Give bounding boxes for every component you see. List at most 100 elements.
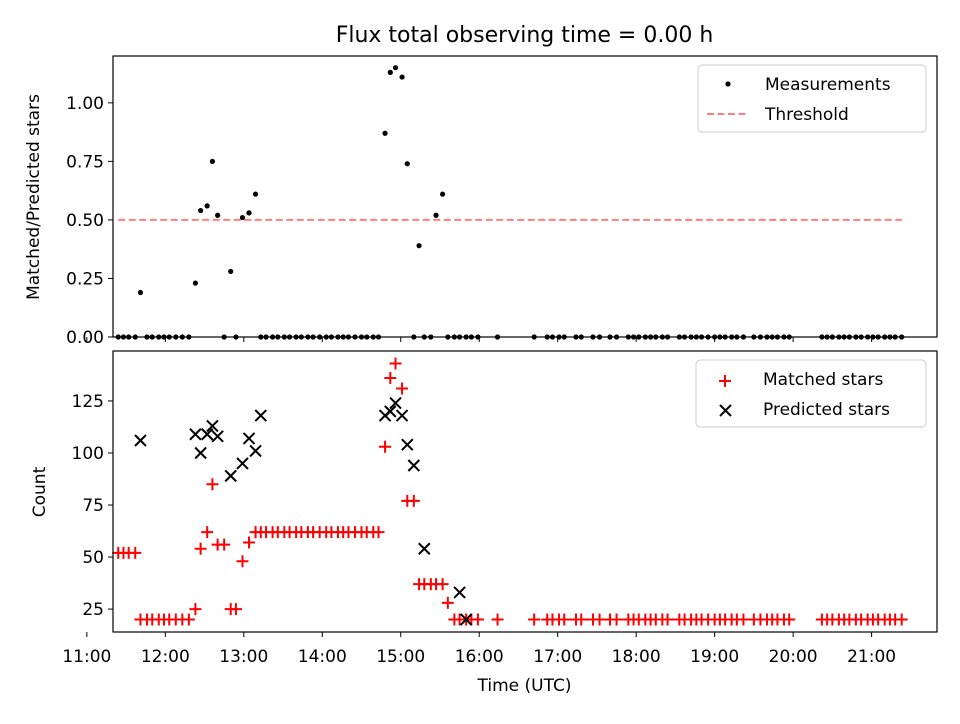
measurement-point bbox=[198, 207, 204, 214]
bottom-x-tick-label: 20:00 bbox=[769, 647, 818, 667]
predicted-star-marker bbox=[453, 586, 466, 599]
matched-star-marker bbox=[379, 440, 392, 453]
matched-star-marker bbox=[229, 603, 242, 616]
matched-star-marker bbox=[384, 372, 397, 385]
legend-threshold: Threshold bbox=[764, 105, 849, 125]
measurement-point bbox=[209, 158, 216, 164]
predicted-star-marker bbox=[134, 434, 147, 447]
measurement-point bbox=[239, 214, 246, 221]
matched-star-marker bbox=[182, 613, 195, 626]
predicted-star-marker bbox=[395, 409, 409, 422]
top-y-tick-label: 0.00 bbox=[66, 328, 104, 348]
predicted-star-marker bbox=[249, 444, 262, 458]
predicted-legend-marker bbox=[719, 404, 732, 417]
matched-star-marker bbox=[396, 382, 409, 395]
predicted-star-marker bbox=[242, 432, 256, 445]
bottom-y-tick-label: 100 bbox=[72, 444, 104, 464]
bottom-x-ticks: 11:00 12:00 13:00 14:00 15:00 16:00 17:00 18:00… bbox=[62, 632, 896, 667]
bottom-legend: Matched stars Predicted stars bbox=[695, 359, 927, 428]
measurement-point bbox=[252, 191, 259, 197]
matched-star-marker bbox=[471, 613, 484, 626]
bottom-legend-box bbox=[695, 359, 927, 428]
predicted-star-marker bbox=[224, 469, 237, 483]
predicted-star-marker bbox=[418, 542, 431, 555]
measurement-point bbox=[416, 243, 422, 249]
top-y-tick-label: 0.75 bbox=[66, 152, 104, 172]
matched-star-marker bbox=[129, 546, 142, 559]
measurement-point bbox=[382, 130, 388, 136]
bottom-x-tick-label: 21:00 bbox=[847, 647, 896, 667]
predicted-star-marker bbox=[384, 405, 397, 418]
bottom-y-ticks: 25 50 75 100 125 bbox=[72, 392, 113, 620]
predicted-star-marker bbox=[389, 396, 402, 410]
predicted-star-marker bbox=[200, 428, 214, 441]
matched-star-marker bbox=[436, 578, 449, 591]
measurement-point bbox=[228, 268, 234, 275]
x-axis-label: Time (UTC) bbox=[477, 676, 572, 696]
measurements-legend-marker bbox=[725, 81, 731, 87]
bottom-y-axis-label: Count bbox=[30, 466, 50, 517]
measurement-point bbox=[392, 65, 399, 71]
matched-star-marker bbox=[243, 536, 256, 549]
top-panel: 0.00 0.25 0.50 0.75 1.00 Matched/Predicted s… bbox=[24, 55, 938, 348]
bottom-panel: 25 50 75 100 125 11:00 12:00 13:00 14:00 15:00 16… bbox=[30, 350, 938, 696]
top-y-tick-label: 1.00 bbox=[66, 94, 104, 114]
matched-star-marker bbox=[218, 538, 231, 551]
bottom-y-tick-label: 125 bbox=[72, 392, 104, 412]
matched-star-marker bbox=[194, 542, 207, 555]
matched-star-marker bbox=[661, 613, 674, 626]
predicted-star-marker bbox=[401, 438, 414, 451]
matched-star-marker bbox=[783, 613, 796, 626]
matched-star-marker bbox=[558, 613, 571, 626]
top-y-tick-label: 0.50 bbox=[66, 211, 104, 231]
bottom-y-tick-label: 25 bbox=[82, 600, 104, 620]
bottom-x-tick-label: 13:00 bbox=[219, 647, 268, 667]
matched-star-marker bbox=[389, 357, 402, 370]
matched-star-marker bbox=[236, 555, 249, 568]
matched-star-marker bbox=[737, 613, 750, 626]
predicted-star-marker bbox=[189, 428, 202, 441]
matched-star-marker bbox=[528, 613, 541, 626]
matched-star-marker bbox=[610, 613, 623, 626]
legend-measurements: Measurements bbox=[765, 75, 891, 95]
bottom-x-tick-label: 12:00 bbox=[141, 647, 190, 667]
measurement-point bbox=[192, 280, 198, 286]
matched-star-marker bbox=[491, 613, 504, 626]
bottom-axes-frame bbox=[112, 350, 938, 633]
matched-star-marker bbox=[593, 613, 606, 626]
top-legend: Measurements Threshold bbox=[697, 64, 927, 133]
bottom-panel-marks bbox=[112, 357, 908, 626]
measurement-point bbox=[387, 69, 393, 75]
top-y-axis-label: Matched/Predicted stars bbox=[24, 94, 44, 300]
top-y-ticks: 0.00 0.25 0.50 0.75 1.00 bbox=[66, 94, 113, 348]
bottom-y-tick-label: 75 bbox=[82, 496, 104, 516]
predicted-star-marker bbox=[194, 446, 207, 460]
measurement-point bbox=[433, 212, 439, 218]
measurement-point bbox=[204, 203, 210, 209]
predicted-star-marker bbox=[206, 419, 219, 433]
matched-star-marker bbox=[407, 494, 420, 507]
bottom-x-tick-label: 18:00 bbox=[612, 647, 661, 667]
bottom-x-tick-label: 14:00 bbox=[298, 647, 347, 667]
top-y-tick-label: 0.25 bbox=[66, 269, 104, 289]
matched-star-marker bbox=[206, 478, 219, 491]
bottom-x-tick-label: 11:00 bbox=[62, 647, 111, 667]
matched-star-marker bbox=[441, 596, 454, 609]
matched-star-marker bbox=[372, 526, 385, 539]
predicted-star-marker bbox=[211, 430, 224, 443]
measurement-point bbox=[246, 210, 252, 216]
legend-matched-stars: Matched stars bbox=[763, 370, 883, 390]
bottom-y-tick-label: 50 bbox=[82, 548, 104, 568]
measurement-point bbox=[137, 289, 144, 296]
measurement-point bbox=[440, 191, 446, 197]
matched-star-marker bbox=[201, 526, 214, 539]
measurement-point bbox=[215, 212, 221, 218]
predicted-star-marker bbox=[459, 613, 473, 626]
predicted-star-marker bbox=[407, 459, 421, 472]
matched-star-marker bbox=[189, 603, 202, 616]
measurement-point bbox=[404, 161, 410, 167]
matched-legend-marker bbox=[719, 375, 731, 387]
bottom-x-tick-label: 17:00 bbox=[533, 647, 582, 667]
top-axes-frame bbox=[112, 55, 938, 338]
